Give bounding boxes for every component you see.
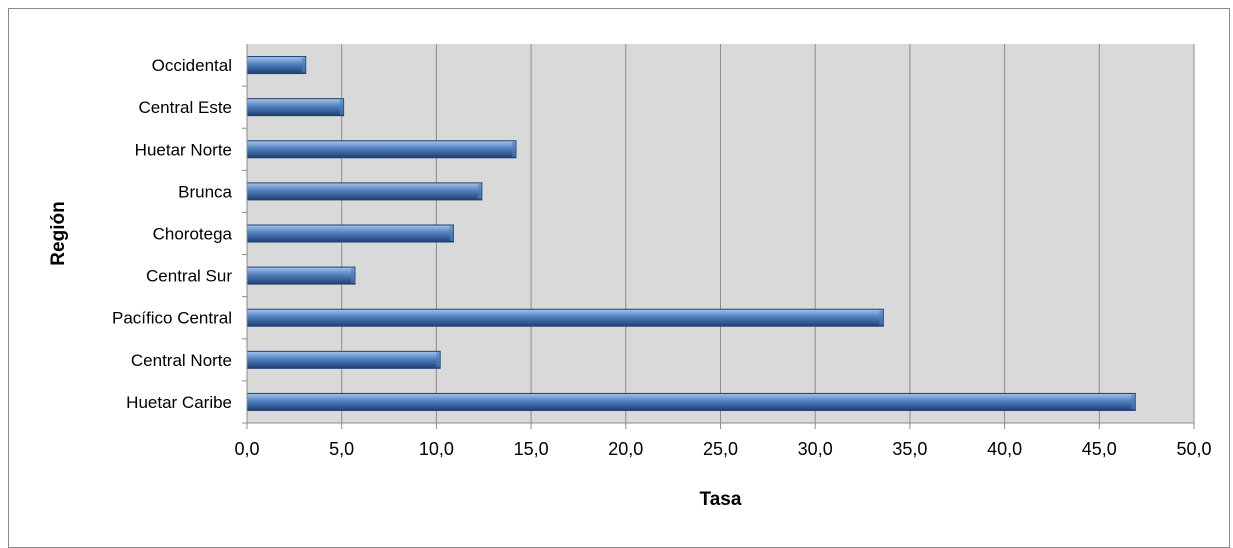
bar-end-bevel bbox=[436, 352, 441, 368]
y-category-label: Occidental bbox=[152, 56, 232, 75]
x-tick-label: 40,0 bbox=[987, 439, 1022, 459]
bar-huetar-norte bbox=[246, 140, 517, 159]
bar-end-bevel bbox=[477, 183, 482, 199]
y-category-label: Pacífico Central bbox=[112, 309, 232, 328]
y-category-label: Central Este bbox=[138, 98, 232, 117]
bar-end-bevel bbox=[511, 141, 516, 157]
bar-pac-fico-central bbox=[246, 308, 884, 327]
y-category-label: Central Norte bbox=[131, 351, 232, 370]
bar-end-bevel bbox=[1131, 394, 1136, 410]
bar-chart: 0,0 5,0 10,0 15,0 20,0 25,0 30,0 35,0 40,0 45,0 50… bbox=[48, 44, 1212, 510]
x-tick-label: 0,0 bbox=[234, 439, 259, 459]
bar-end-bevel bbox=[879, 310, 884, 326]
bar-central-sur bbox=[246, 266, 356, 285]
x-tick-label: 5,0 bbox=[329, 439, 354, 459]
x-axis-title: Tasa bbox=[700, 489, 742, 510]
bar-central-este bbox=[246, 98, 345, 117]
bar-end-bevel bbox=[449, 226, 454, 241]
y-category-label: Huetar Caribe bbox=[126, 393, 232, 412]
bar-chorotega bbox=[246, 224, 454, 243]
x-tick-label: 30,0 bbox=[798, 439, 833, 459]
bars bbox=[246, 56, 1136, 411]
y-axis-category-labels: Huetar Caribe Central Norte Pacífico Centr… bbox=[112, 56, 233, 412]
x-tick-label: 50,0 bbox=[1176, 439, 1211, 459]
bar-central-norte bbox=[246, 350, 441, 369]
bar-brunca bbox=[246, 182, 483, 201]
y-category-label: Chorotega bbox=[153, 225, 233, 244]
bar-occidental bbox=[246, 56, 307, 75]
bar-end-bevel bbox=[301, 57, 306, 73]
x-tick-label: 35,0 bbox=[892, 439, 927, 459]
y-category-label: Central Sur bbox=[146, 267, 232, 286]
x-axis-ticks: 0,0 5,0 10,0 15,0 20,0 25,0 30,0 35,0 40,0 45,0 50… bbox=[234, 423, 1212, 459]
y-category-label: Huetar Norte bbox=[135, 140, 232, 159]
y-category-label: Brunca bbox=[178, 182, 232, 201]
x-tick-label: 10,0 bbox=[419, 439, 454, 459]
y-axis-title: Región bbox=[48, 201, 69, 265]
x-tick-label: 25,0 bbox=[703, 439, 738, 459]
x-tick-label: 20,0 bbox=[608, 439, 643, 459]
bar-end-bevel bbox=[350, 268, 355, 284]
x-tick-label: 45,0 bbox=[1082, 439, 1117, 459]
x-tick-label: 15,0 bbox=[514, 439, 549, 459]
bar-huetar-caribe bbox=[246, 392, 1136, 411]
bar-end-bevel bbox=[339, 99, 344, 115]
gridlines bbox=[341, 44, 1195, 423]
